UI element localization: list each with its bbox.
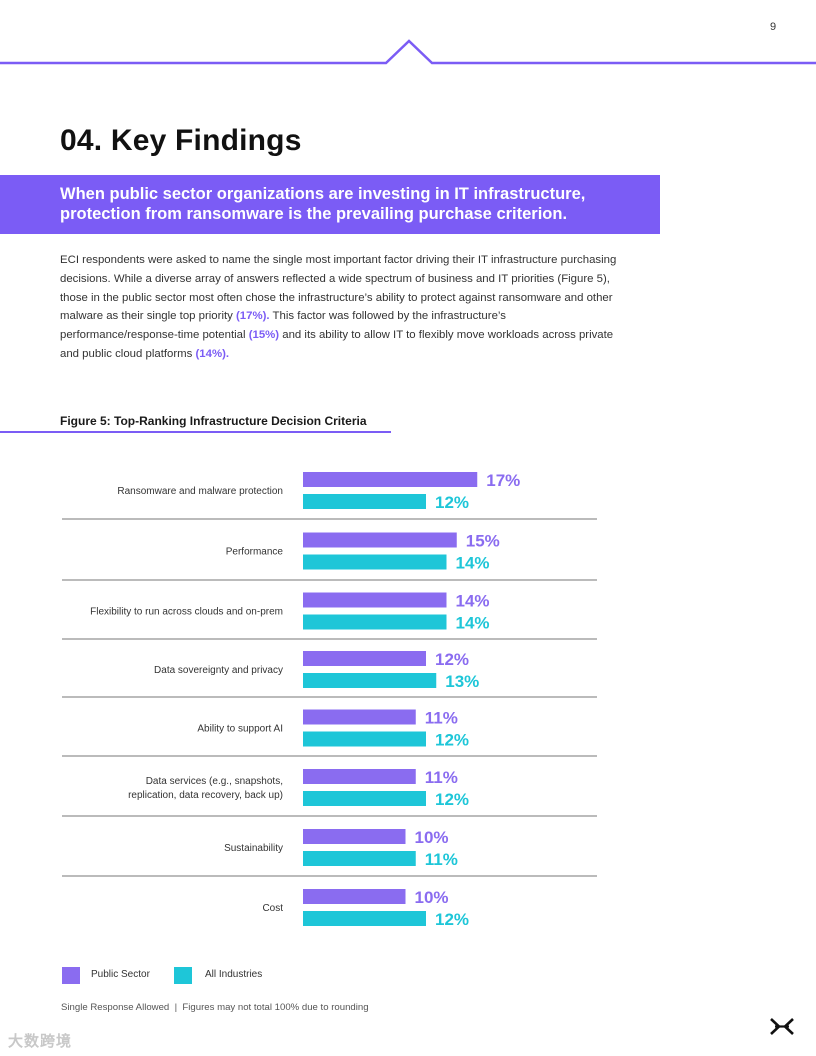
- data-label-public-sector-data-sovereignty-and-privacy: 12%: [435, 650, 469, 669]
- intro-text-3: and its ability to allow IT to flexibly …: [60, 329, 614, 360]
- data-label-all-industries-flexibility-to-run-across-clouds-and-on-: 14%: [456, 614, 490, 633]
- data-label-all-industries-data-sovereignty-and-privacy: 13%: [445, 672, 479, 691]
- category-label: Data sovereignty and privacy: [154, 665, 283, 676]
- x-logo-icon: [770, 1018, 794, 1035]
- legend-label-all-industries: All Industries: [205, 969, 263, 980]
- data-label-all-industries-sustainability: 11%: [425, 850, 458, 869]
- intro-highlight-2: (15%): [248, 329, 280, 342]
- bar-all-industries-performance: [303, 554, 447, 570]
- data-label-public-sector-performance: 15%: [466, 532, 500, 551]
- bar-public-sector-data-sovereignty-and-privacy: [303, 651, 426, 666]
- bar-public-sector-ransomware-and-malware-protection: [303, 472, 478, 487]
- data-label-all-industries-ransomware-and-malware-protection: 12%: [435, 493, 469, 512]
- legend-swatch-all-industries: [174, 967, 192, 984]
- category-label: Flexibility to run across clouds and on-…: [90, 607, 283, 618]
- bar-public-sector-ability-to-support-ai: [303, 709, 416, 725]
- data-label-public-sector-sustainability: 10%: [415, 828, 449, 847]
- category-label: Cost: [262, 903, 283, 914]
- intro-highlight-1: (17%).: [236, 310, 270, 323]
- header-rule: [0, 39, 816, 65]
- key-finding-line-1: When public sector organizations are inv…: [60, 185, 586, 203]
- section-title: 04. Key Findings: [60, 124, 302, 157]
- key-finding-banner: [0, 175, 660, 234]
- data-label-all-industries-cost: 12%: [435, 910, 469, 929]
- category-label: replication, data recovery, back up): [128, 790, 283, 801]
- category-label: Ability to support AI: [197, 724, 283, 735]
- chart-footnote: Single Response Allowed | Figures may no…: [61, 1002, 369, 1013]
- bar-public-sector-flexibility-to-run-across-clouds-and-on-: [303, 592, 447, 608]
- category-label: Ransomware and malware protection: [117, 486, 283, 497]
- watermark: 大数跨境: [8, 1033, 73, 1050]
- data-label-public-sector-data-services-e-g-snapshots-replication-: 11%: [425, 768, 458, 787]
- bar-all-industries-data-sovereignty-and-privacy: [303, 673, 437, 688]
- figure-title-underline: [0, 431, 391, 433]
- data-label-all-industries-performance: 14%: [456, 554, 490, 573]
- data-label-public-sector-flexibility-to-run-across-clouds-and-on-: 14%: [456, 592, 490, 611]
- data-label-public-sector-ransomware-and-malware-protection: 17%: [486, 471, 520, 490]
- bar-all-industries-data-services-e-g-snapshots-replication-: [303, 791, 426, 806]
- bar-public-sector-data-services-e-g-snapshots-replication-: [303, 769, 416, 784]
- intro-text-2: This factor was followed by the infrastr…: [60, 310, 506, 342]
- key-finding-text: When public sector organizations are inv…: [60, 184, 650, 224]
- bar-all-industries-sustainability: [303, 851, 416, 866]
- intro-paragraph: ECI respondents were asked to name the s…: [60, 251, 620, 364]
- data-label-all-industries-ability-to-support-ai: 12%: [435, 731, 469, 750]
- data-label-public-sector-cost: 10%: [415, 888, 449, 907]
- bar-all-industries-ability-to-support-ai: [303, 731, 426, 747]
- intro-highlight-3: (14%).: [195, 347, 230, 360]
- legend-label-public-sector: Public Sector: [91, 969, 150, 980]
- intro-text-1: ECI respondents were asked to name the s…: [60, 254, 617, 323]
- bar-all-industries-flexibility-to-run-across-clouds-and-on-: [303, 614, 447, 630]
- category-label: Data services (e.g., snapshots,: [146, 776, 283, 787]
- category-label: Sustainability: [224, 843, 283, 854]
- key-finding-line-2: protection from ransomware is the prevai…: [60, 205, 568, 223]
- data-label-all-industries-data-services-e-g-snapshots-replication-: 12%: [435, 790, 469, 809]
- category-label: Performance: [226, 547, 284, 558]
- bar-public-sector-sustainability: [303, 829, 406, 844]
- page-number: 9: [769, 21, 777, 33]
- figure-title: Figure 5: Top-Ranking Infrastructure Dec…: [60, 414, 367, 428]
- data-label-public-sector-ability-to-support-ai: 11%: [425, 709, 458, 728]
- bar-public-sector-cost: [303, 889, 406, 904]
- bar-public-sector-performance: [303, 532, 457, 548]
- legend-swatch-public-sector: [62, 967, 80, 984]
- bar-all-industries-ransomware-and-malware-protection: [303, 494, 426, 509]
- bar-all-industries-cost: [303, 911, 426, 926]
